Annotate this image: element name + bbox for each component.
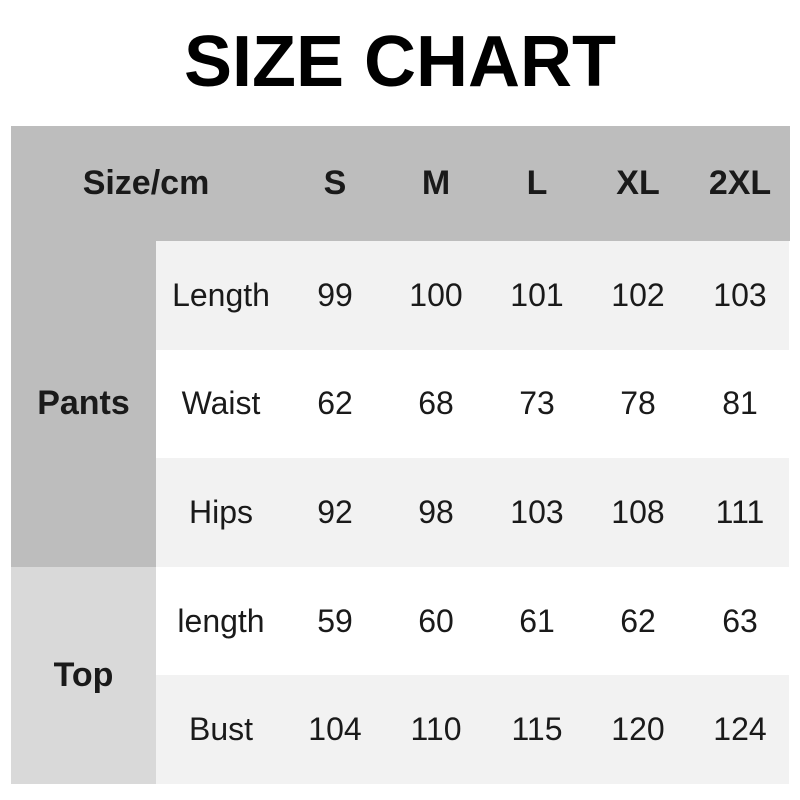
table-cell: 63 [722,602,758,639]
table-row [156,458,789,567]
table-cell: 61 [519,602,555,639]
table-cell: 78 [620,385,656,422]
header-size: 2XL [690,126,790,241]
row-label: length [177,602,265,639]
header-size: M [386,126,486,241]
table-cell: 124 [713,711,767,748]
table-cell: 100 [409,276,463,313]
table-cell: 115 [511,711,563,748]
table-cell: 120 [611,711,665,748]
row-label: Length [172,276,270,313]
table-cell: 68 [418,385,454,422]
table-cell: 60 [418,602,454,639]
table-cell: 104 [308,711,362,748]
table-row [156,675,789,784]
row-label: Bust [188,711,254,748]
table-row [156,349,789,459]
table-cell: 59 [317,602,353,639]
table-cell: 108 [611,493,665,530]
table-row [156,566,789,676]
table-cell: 92 [317,493,353,530]
table-cell: 103 [510,493,564,530]
table-cell: 111 [715,493,765,530]
page-title: SIZE CHART [184,22,616,102]
table-cell: 98 [418,493,454,530]
table-row [156,241,789,350]
header-corner: Size/cm [11,126,281,241]
header-size: XL [588,126,688,241]
table-cell: 81 [722,385,758,422]
table-cell: 62 [620,602,656,639]
table-cell: 103 [713,276,767,313]
row-label: Waist [181,385,261,422]
table-cell: 73 [519,385,555,422]
table-cell: 110 [410,711,462,748]
table-cell: 99 [317,276,353,313]
table-cell: 102 [611,276,665,313]
header-size: S [285,126,385,241]
table-cell: 101 [510,276,564,313]
table-cell: 62 [317,385,353,422]
group-label: Pants [11,241,156,567]
group-label: Top [11,566,156,784]
row-label: Hips [188,493,253,530]
header-size: L [487,126,587,241]
